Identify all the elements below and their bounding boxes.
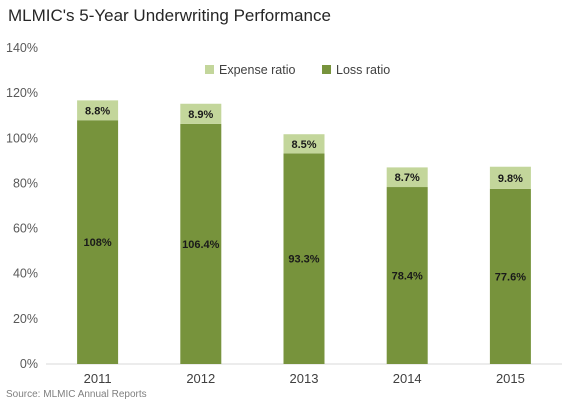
bar-expense-ratio xyxy=(283,134,325,154)
legend-label: Loss ratio xyxy=(336,63,390,77)
chart-title: MLMIC's 5-Year Underwriting Performance xyxy=(8,6,331,25)
loss-ratio-label: 108% xyxy=(84,237,112,249)
bar-expense-ratio xyxy=(386,167,428,188)
legend-label: Expense ratio xyxy=(219,63,295,77)
y-tick-label: 60% xyxy=(13,222,38,236)
y-tick-label: 40% xyxy=(13,267,38,281)
loss-ratio-label: 106.4% xyxy=(182,239,220,251)
y-tick-label: 0% xyxy=(20,357,38,371)
axes: 0% 20% 40% 60% 80% 100% 120% 140% 2011 2012 2013 20… xyxy=(6,41,562,386)
expense-ratio-label: 8.8% xyxy=(85,105,110,117)
x-tick-label: 2014 xyxy=(393,371,422,386)
y-tick-label: 140% xyxy=(6,41,38,55)
source-note: Source: MLMIC Annual Reports xyxy=(6,389,147,400)
x-tick-label: 2015 xyxy=(496,371,525,386)
loss-ratio-label: 78.4% xyxy=(392,271,423,283)
legend-swatch xyxy=(205,65,214,74)
loss-ratio-label: 77.6% xyxy=(495,271,526,283)
bar-loss-ratio xyxy=(489,188,531,364)
expense-ratio-label: 8.5% xyxy=(291,139,316,151)
x-tick-label: 2012 xyxy=(186,371,215,386)
expense-ratio-label: 8.7% xyxy=(395,172,420,184)
bar-loss-ratio xyxy=(283,153,325,364)
bar-expense-ratio xyxy=(489,166,531,189)
bar-loss-ratio xyxy=(180,123,222,364)
legend-swatch xyxy=(322,65,331,74)
y-tick-label: 80% xyxy=(13,176,38,190)
bar-loss-ratio xyxy=(77,120,119,364)
bar-expense-ratio xyxy=(180,103,222,124)
x-tick-label: 2013 xyxy=(290,371,319,386)
bar-loss-ratio xyxy=(386,187,428,364)
expense-ratio-label: 8.9% xyxy=(188,109,213,121)
loss-ratio-label: 93.3% xyxy=(288,254,319,266)
data-labels: 108% 8.8% 106.4% 8.9% 93.3% 8.5% 78.4% 8.7% 77.6… xyxy=(84,105,527,283)
expense-ratio-label: 9.8% xyxy=(498,173,523,185)
bars xyxy=(77,100,531,364)
legend: Expense ratio Loss ratio xyxy=(205,63,390,77)
y-tick-label: 20% xyxy=(13,312,38,326)
y-tick-label: 100% xyxy=(6,131,38,145)
bar-expense-ratio xyxy=(77,100,119,121)
y-tick-label: 120% xyxy=(6,86,38,100)
x-tick-label: 2011 xyxy=(84,371,112,386)
